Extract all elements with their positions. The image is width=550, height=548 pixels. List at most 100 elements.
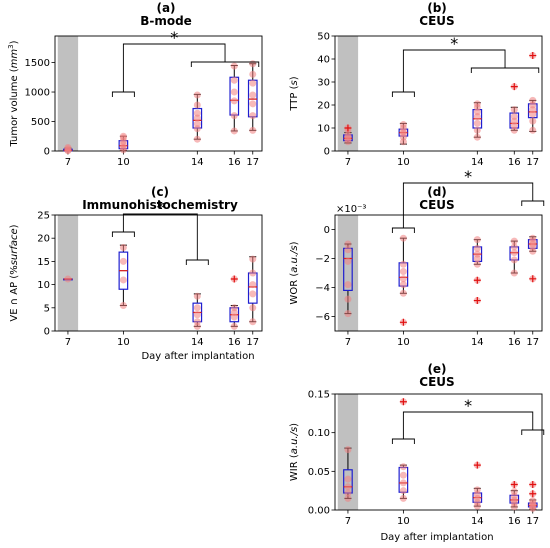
panel-e-bracket-right: [521, 429, 545, 435]
panel-e-bracket-connector: [402, 411, 534, 439]
panel-b-title: CEUS: [419, 14, 454, 28]
panel-a-label: (a): [156, 1, 175, 15]
panel-d-xtick-label: 16: [508, 337, 521, 348]
panel-a-data-point: [230, 88, 238, 96]
panel-d-data-point: [473, 236, 481, 244]
panel-e-xtick-label: 14: [471, 516, 484, 527]
panel-d-data-point: [344, 246, 352, 254]
panel-c-ytick-label: 5: [44, 303, 50, 314]
panel-c-data-point: [230, 322, 238, 330]
panel-e-frame: [334, 393, 543, 511]
panel-a-data-point: [249, 100, 257, 108]
panel-b-ytick-label: 30: [317, 78, 330, 89]
panel-b-data-point: [473, 126, 481, 134]
panel-d-bracket-left: [391, 227, 415, 233]
panel-c-xtick-label: 17: [246, 337, 259, 348]
panel-d-ytick-label: −2: [315, 254, 330, 265]
panel-d-data-point: [344, 240, 352, 248]
panel-c-frame: [54, 214, 263, 332]
panel-a-data-point: [249, 112, 257, 120]
panel-b-xtick-label: 10: [397, 157, 410, 168]
panel-e-outlier-plus: [399, 398, 407, 406]
panel-e-data-point: [344, 446, 352, 454]
panel-d-xtick-label: 10: [397, 337, 410, 348]
panel-a-data-point: [193, 135, 201, 143]
panel-d-ytick-label: 0: [324, 225, 330, 236]
panel-c-data-point: [230, 304, 238, 312]
panel-d-ytick-label: −6: [315, 312, 330, 323]
panel-e-data-point: [399, 494, 407, 502]
panel-b-data-point: [529, 96, 537, 104]
panel-c-ytick-label: 10: [37, 280, 50, 291]
panel-a-shaded-region: [57, 36, 79, 151]
panel-b-ytick-label: 20: [317, 101, 330, 112]
panel-a-data-point: [193, 91, 201, 99]
panel-a-bracket-connector: [122, 43, 226, 92]
panel-c-xlabel: Day after implantation: [141, 351, 254, 362]
panel-b-outlier-plus: [510, 83, 518, 91]
panel-a-xtick-label: 16: [228, 157, 241, 168]
panel-d-xtick-label: 17: [526, 337, 539, 348]
panel-e-outlier-plus: [473, 461, 481, 469]
panel-a-ytick-label: 1500: [25, 58, 50, 69]
panel-d-data-point: [399, 234, 407, 242]
panel-e-xtick-label: 16: [508, 516, 521, 527]
panel-d-bracket-connector: [402, 182, 534, 228]
panel-d-data-point: [510, 269, 518, 277]
panel-c-significance-star: *: [156, 198, 164, 217]
panel-e-data-point: [510, 487, 518, 495]
panel-e-data-point: [344, 494, 352, 502]
panel-e-outlier-plus: [510, 480, 518, 488]
panel-c-bracket-left: [111, 231, 135, 237]
panel-a-data-point: [119, 132, 127, 140]
panel-e-data-point: [344, 483, 352, 491]
panel-b-data-point: [473, 119, 481, 127]
panel-b-data-point: [510, 113, 518, 120]
panel-d-ytick-label: −4: [315, 283, 330, 294]
panel-c-data-point: [249, 281, 257, 289]
panel-c-ytick-label: 15: [37, 257, 50, 268]
panel-c-data-point: [249, 269, 257, 277]
panel-b-ytick-label: 0: [324, 147, 330, 158]
panel-e-ytick-label: 0.15: [308, 390, 330, 401]
panel-a-bracket-right: [190, 61, 260, 67]
panel-d-label: (d): [427, 185, 447, 199]
panel-e-data-point: [529, 497, 537, 505]
panel-d-title: CEUS: [419, 198, 454, 212]
panel-c-data-point: [193, 304, 201, 312]
panel-b-data-point: [510, 106, 518, 114]
panel-a-data-point: [230, 76, 238, 84]
panel-d-shaded-region: [337, 215, 359, 331]
panel-b-frame: [334, 35, 543, 152]
panel-b-xtick-label: 17: [526, 157, 539, 168]
panel-b-ytick-label: 40: [317, 55, 330, 66]
panel-d-data-point: [510, 256, 518, 264]
panel-e-outlier-plus: [529, 490, 537, 498]
panel-d-data-point: [473, 250, 481, 258]
panel-e-bracket-left: [391, 438, 415, 444]
panel-a-data-point: [230, 127, 238, 135]
panel-c-data-point: [193, 311, 201, 319]
panel-c-ytick-label: 20: [37, 234, 50, 245]
panel-b-data-point: [473, 100, 481, 108]
panel-c-bracket-connector: [122, 213, 198, 260]
panel-c-data-point: [119, 243, 127, 251]
panel-b-xtick-label: 14: [471, 157, 484, 168]
panel-e-data-point: [399, 463, 407, 471]
panel-a-data-point: [249, 126, 257, 134]
panel-d-data-point: [510, 237, 518, 245]
panel-a-ytick-label: 0: [44, 147, 50, 158]
panel-d-data-point: [399, 289, 407, 297]
panel-d-data-point: [399, 268, 407, 276]
panel-c-data-point: [119, 301, 127, 309]
panel-a-data-point: [64, 143, 72, 151]
panel-a-xtick-label: 7: [65, 157, 71, 168]
panel-c-xtick-label: 10: [117, 337, 130, 348]
panel-b-outlier-plus: [529, 52, 537, 60]
panel-d: (d) CEUS ×10⁻³ −6 −4 −2 0 7 10 14 16 17 WOR (a.u.…: [289, 167, 545, 348]
panel-e-ytick-label: 0.10: [308, 428, 330, 439]
panel-d-data-point: [344, 281, 352, 289]
panel-a-data-point: [230, 62, 238, 70]
panel-e-ylabel: WIR (a.u./s): [289, 423, 300, 481]
panel-c-ytick-label: 25: [37, 211, 50, 222]
